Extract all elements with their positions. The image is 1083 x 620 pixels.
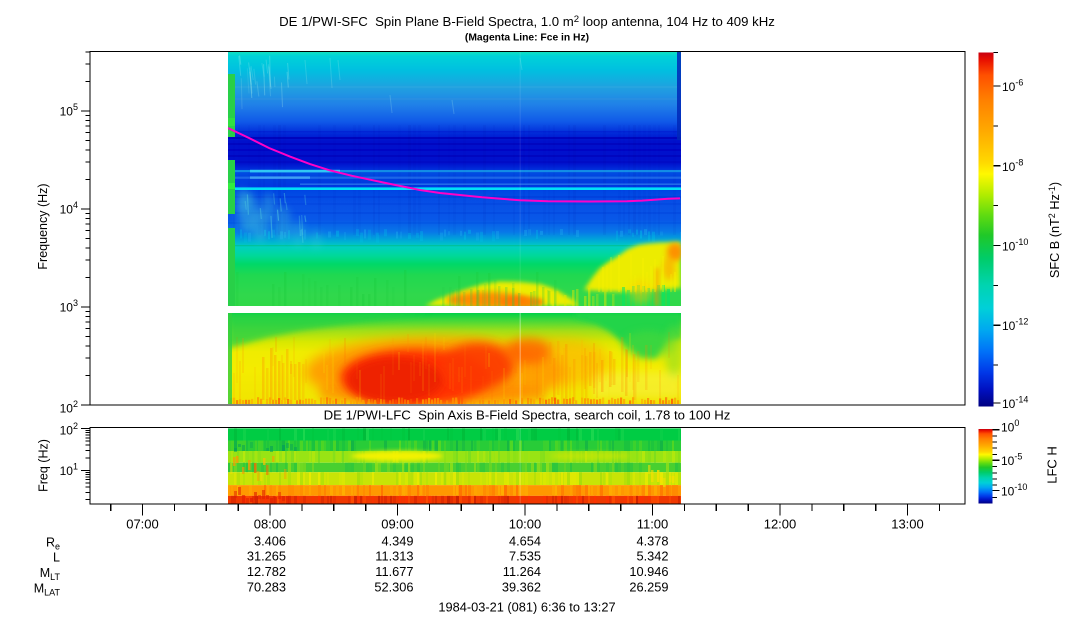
svg-text:11.264: 11.264 bbox=[503, 564, 541, 579]
svg-text:DE 1/PWI-SFC Spin Plane B-Fie: DE 1/PWI-SFC Spin Plane B-Field Spectra,… bbox=[279, 14, 775, 29]
svg-text:SFC B (nT2 Hz-1): SFC B (nT2 Hz-1) bbox=[1047, 182, 1062, 278]
svg-text:10-10: 10-10 bbox=[1001, 482, 1027, 499]
svg-text:MLT: MLT bbox=[40, 566, 61, 582]
svg-text:10:00: 10:00 bbox=[509, 517, 542, 532]
svg-text:11.313: 11.313 bbox=[375, 549, 413, 564]
svg-text:08:00: 08:00 bbox=[254, 517, 287, 532]
svg-text:3.406: 3.406 bbox=[254, 534, 286, 549]
svg-text:09:00: 09:00 bbox=[381, 517, 414, 532]
svg-text:102: 102 bbox=[60, 399, 78, 416]
svg-text:12.782: 12.782 bbox=[247, 564, 286, 579]
svg-text:52.306: 52.306 bbox=[374, 580, 413, 595]
svg-text:11:00: 11:00 bbox=[637, 517, 669, 532]
svg-text:10-6: 10-6 bbox=[1002, 78, 1023, 95]
svg-text:4.349: 4.349 bbox=[381, 534, 413, 549]
svg-text:7.535: 7.535 bbox=[509, 549, 541, 564]
svg-text:10-14: 10-14 bbox=[1002, 395, 1028, 412]
svg-text:26.259: 26.259 bbox=[629, 580, 668, 595]
svg-text:10-8: 10-8 bbox=[1002, 157, 1023, 174]
svg-text:100: 100 bbox=[1001, 418, 1019, 435]
svg-text:11.677: 11.677 bbox=[375, 564, 413, 579]
svg-text:31.265: 31.265 bbox=[247, 549, 286, 564]
svg-text:103: 103 bbox=[60, 298, 78, 315]
svg-text:13:00: 13:00 bbox=[891, 517, 924, 532]
svg-text:10-12: 10-12 bbox=[1002, 317, 1028, 334]
svg-text:Re: Re bbox=[46, 536, 60, 552]
svg-text:10.946: 10.946 bbox=[629, 564, 668, 579]
svg-text:102: 102 bbox=[60, 421, 78, 438]
svg-text:L: L bbox=[53, 551, 60, 565]
svg-text:Frequency (Hz): Frequency (Hz) bbox=[36, 183, 50, 269]
svg-text:(Magenta Line: Fce in Hz): (Magenta Line: Fce in Hz) bbox=[465, 33, 589, 44]
svg-text:Freq (Hz): Freq (Hz) bbox=[37, 439, 51, 492]
svg-text:5.342: 5.342 bbox=[636, 549, 668, 564]
svg-text:12:00: 12:00 bbox=[764, 517, 797, 532]
svg-text:105: 105 bbox=[60, 102, 78, 119]
svg-text:70.283: 70.283 bbox=[247, 580, 286, 595]
svg-text:4.654: 4.654 bbox=[509, 534, 541, 549]
svg-text:39.362: 39.362 bbox=[502, 580, 541, 595]
svg-text:DE 1/PWI-LFC Spin Axis B-Fiel: DE 1/PWI-LFC Spin Axis B-Field Spectra, … bbox=[324, 408, 731, 423]
svg-text:104: 104 bbox=[60, 200, 78, 217]
svg-text:1984-03-21 (081) 6:36 to 13:27: 1984-03-21 (081) 6:36 to 13:27 bbox=[438, 600, 615, 615]
svg-text:4.378: 4.378 bbox=[636, 534, 668, 549]
svg-text:10-5: 10-5 bbox=[1001, 452, 1022, 469]
svg-text:MLAT: MLAT bbox=[34, 582, 61, 598]
svg-text:LFC H: LFC H bbox=[1045, 446, 1060, 484]
svg-text:101: 101 bbox=[60, 461, 78, 478]
svg-text:07:00: 07:00 bbox=[126, 517, 159, 532]
svg-text:10-10: 10-10 bbox=[1002, 237, 1028, 254]
